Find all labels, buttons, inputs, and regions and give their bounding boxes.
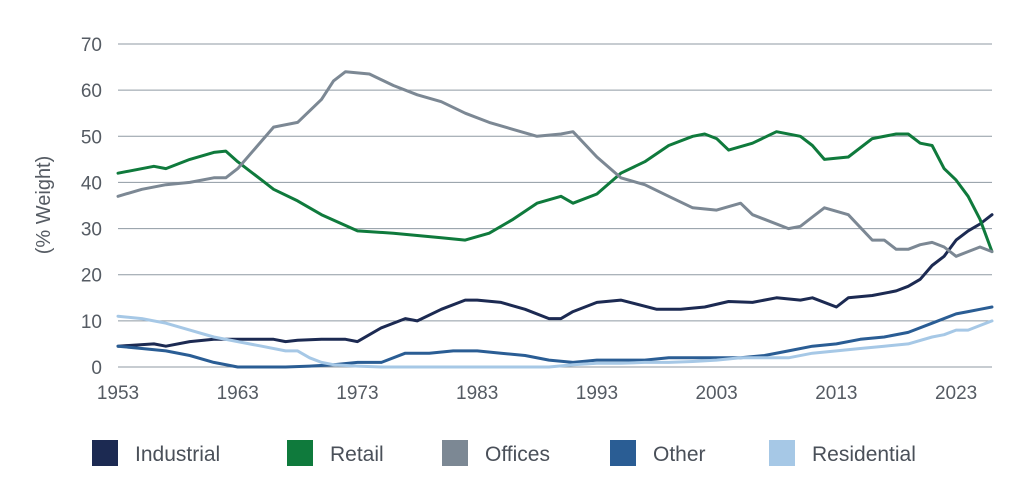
legend-swatch-other	[610, 440, 636, 466]
series-line-industrial	[116, 213, 994, 348]
legend-label-industrial: Industrial	[135, 443, 220, 466]
x-tick-label: 1993	[576, 383, 618, 404]
y-tick-label: 60	[81, 81, 102, 102]
y-tick-label: 20	[81, 266, 102, 287]
x-tick-label: 1963	[217, 383, 259, 404]
y-tick-label: 0	[91, 358, 102, 379]
y-tick-label: 50	[81, 127, 102, 148]
series-line-residential	[116, 314, 994, 369]
y-tick-label: 30	[81, 220, 102, 241]
legend-label-residential: Residential	[812, 443, 916, 466]
y-tick-label: 40	[81, 173, 102, 194]
series-lines	[116, 70, 994, 369]
x-tick-label: 2003	[695, 383, 737, 404]
legend-label-offices: Offices	[485, 443, 550, 466]
y-axis-ticks: 0 10 20 30 40 50 60 70	[81, 35, 102, 379]
x-tick-label: 2023	[935, 383, 977, 404]
legend: Industrial Retail Offices Other Residential	[92, 440, 916, 466]
series-line-other	[116, 305, 994, 369]
legend-label-other: Other	[653, 443, 706, 466]
y-tick-label: 70	[81, 35, 102, 56]
x-tick-label: 2013	[815, 383, 857, 404]
series-line-retail	[116, 130, 994, 254]
legend-swatch-retail	[287, 440, 313, 466]
y-axis-label: (% Weight)	[33, 156, 55, 255]
x-tick-label: 1983	[456, 383, 498, 404]
legend-swatch-industrial	[92, 440, 118, 466]
x-tick-label: 1973	[336, 383, 378, 404]
x-tick-label: 1953	[97, 383, 139, 404]
y-tick-label: 10	[81, 312, 102, 333]
series-line-offices	[116, 70, 994, 258]
x-axis-ticks: 1953 1963 1973 1983 1993 2003 2013 2023	[97, 383, 977, 404]
legend-swatch-residential	[769, 440, 795, 466]
legend-swatch-offices	[442, 440, 468, 466]
legend-label-retail: Retail	[330, 443, 384, 466]
